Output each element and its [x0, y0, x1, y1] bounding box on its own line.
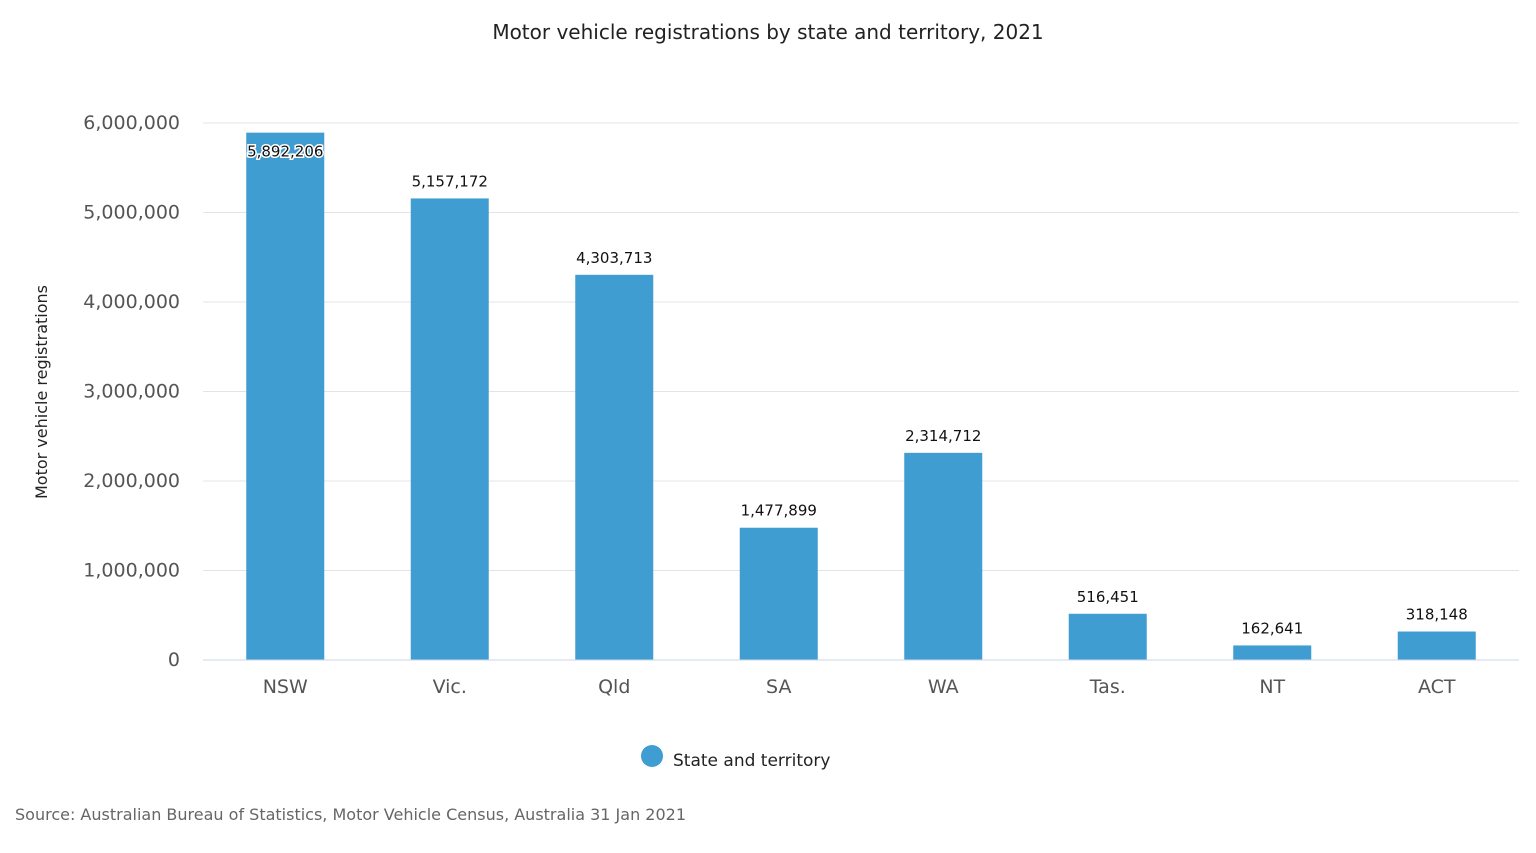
source-note: Source: Australian Bureau of Statistics,… [15, 805, 686, 824]
bar-wa[interactable] [904, 452, 983, 660]
chart-title: Motor vehicle registrations by state and… [492, 20, 1043, 44]
data-label: 162,641 [1241, 619, 1303, 637]
y-axis-ticks: 0 1,000,000 2,000,000 3,000,000 4,000,000 5,0… [83, 112, 180, 671]
data-label: 516,451 [1077, 588, 1139, 606]
data-label: 4,303,713 [576, 249, 652, 267]
x-tick-label: NSW [263, 676, 308, 698]
x-tick-label: Vic. [433, 676, 467, 698]
y-tick-label: 2,000,000 [83, 470, 180, 492]
bar-sa[interactable] [739, 527, 818, 660]
bar-act[interactable] [1397, 631, 1476, 660]
bar-vic[interactable] [410, 198, 489, 660]
data-labels: 5,892,206 5,157,172 4,303,713 1,477,899 2,31… [246, 141, 1468, 637]
data-label: 2,314,712 [905, 427, 981, 445]
legend-marker [641, 745, 663, 767]
x-tick-label: NT [1259, 676, 1285, 698]
data-label: 318,148 [1406, 606, 1468, 624]
gridlines [203, 122, 1519, 571]
bars [246, 132, 1476, 660]
legend-label: State and territory [673, 751, 830, 771]
y-tick-label: 0 [168, 649, 180, 671]
x-tick-label: Qld [598, 676, 630, 698]
x-tick-label: Tas. [1089, 676, 1126, 698]
y-tick-label: 1,000,000 [83, 560, 180, 582]
bar-nsw[interactable] [246, 132, 325, 660]
x-tick-label: ACT [1418, 676, 1456, 698]
legend[interactable]: State and territory [641, 745, 830, 771]
data-label: 5,157,172 [412, 172, 488, 190]
x-tick-label: WA [928, 676, 959, 698]
x-axis-ticks: NSW Vic. Qld SA WA Tas. NT ACT [263, 676, 1456, 698]
y-tick-label: 6,000,000 [83, 112, 180, 134]
bar-tas[interactable] [1068, 613, 1147, 660]
y-tick-label: 4,000,000 [83, 291, 180, 313]
bar-qld[interactable] [575, 274, 654, 660]
bar-nt[interactable] [1233, 645, 1312, 660]
data-label: 5,892,206 [247, 143, 323, 161]
y-axis-title: Motor vehicle registrations [32, 285, 51, 499]
data-label: 1,477,899 [741, 502, 817, 520]
y-tick-label: 3,000,000 [83, 381, 180, 403]
x-tick-label: SA [766, 676, 791, 698]
y-tick-label: 5,000,000 [83, 202, 180, 224]
